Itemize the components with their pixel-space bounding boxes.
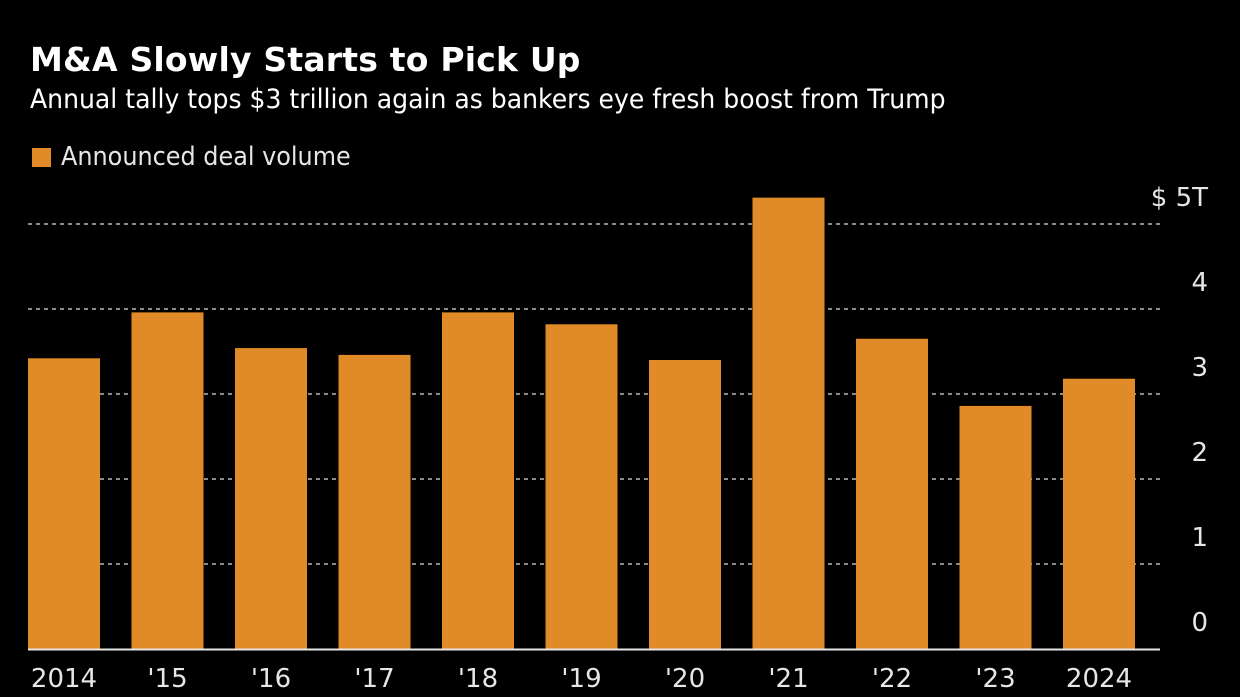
x-tick-label: '16 [251,664,291,694]
bar [1063,378,1135,649]
bar [545,324,618,649]
bar [442,312,514,649]
bar [131,312,204,649]
x-tick-label: 2014 [31,664,97,694]
bar [235,348,307,649]
legend-label: Announced deal volume [61,142,351,172]
bar [752,197,825,649]
y-tick-label: 4 [1191,268,1208,298]
bars [28,197,1135,649]
chart-title: M&A Slowly Starts to Pick Up [30,40,581,79]
x-tick-label: '17 [354,664,394,694]
x-tick-label: '15 [147,664,187,694]
bar [28,358,100,649]
x-tick-label: '23 [975,664,1015,694]
y-axis-ticks: 0 1 2 3 4 $ 5T [1151,183,1208,638]
x-tick-label: '21 [768,664,808,694]
x-tick-label: 2024 [1066,664,1132,694]
chart-subtitle: Annual tally tops $3 trillion again as b… [30,84,946,115]
bar [649,360,721,649]
x-tick-label: '20 [665,664,705,694]
y-tick-label: 1 [1191,523,1208,553]
y-tick-label: 0 [1191,608,1208,638]
bar [856,338,928,649]
y-tick-label: $ 5T [1151,183,1208,213]
y-tick-label: 2 [1191,438,1208,468]
x-tick-label: '18 [458,664,498,694]
legend: Announced deal volume [32,142,376,172]
y-tick-label: 3 [1191,353,1208,383]
x-axis-ticks: 2014 '15 '16 '17 '18 '19 '20 '21 '22 '23 2024 [31,664,1132,694]
x-tick-label: '22 [872,664,912,694]
bar [959,405,1032,649]
bar [338,354,411,649]
legend-swatch [32,147,51,167]
x-tick-label: '19 [561,664,601,694]
